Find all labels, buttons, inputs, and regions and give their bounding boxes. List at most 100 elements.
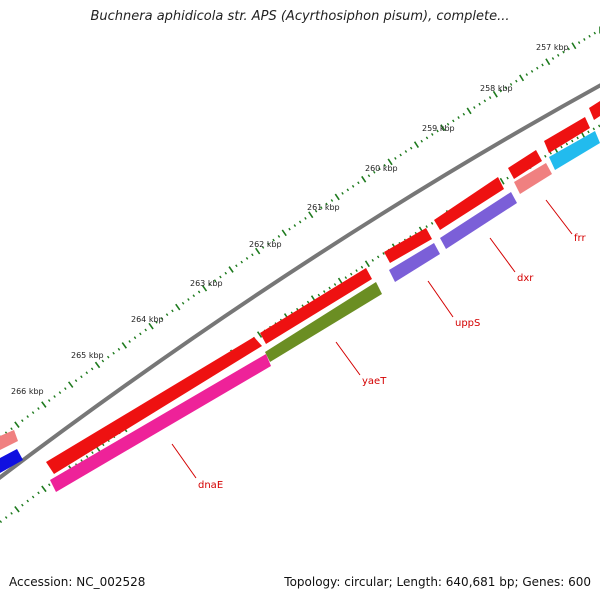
gene-arrow-forward[interactable] [544, 117, 590, 153]
gene-blue-bar[interactable] [0, 449, 23, 473]
gene-uppS-bar[interactable] [389, 243, 440, 282]
scale-tick [420, 139, 423, 143]
scale-tick [197, 290, 201, 294]
scale-tick [394, 157, 397, 160]
scale-tick [378, 167, 381, 171]
kbp-label: 259 kbp [422, 124, 455, 133]
scale-tick [462, 112, 466, 116]
scale-tick [519, 74, 525, 82]
gene-arrow-forward[interactable] [46, 337, 262, 474]
scale-tick [344, 276, 348, 279]
scale-tick [308, 211, 314, 219]
gene-dnaE-bar[interactable] [50, 354, 271, 492]
gene-arrow-forward[interactable] [508, 150, 542, 179]
scale-tick [457, 116, 460, 119]
scale-tick [121, 342, 128, 349]
scale-tick [293, 224, 297, 227]
scale-tick [556, 53, 560, 57]
scale-tick [192, 294, 196, 298]
gene-labels: frr dxr uppS yaeT dnaE [171, 199, 586, 491]
kbp-label: 257 kbp [536, 43, 569, 52]
scale-tick [10, 512, 13, 515]
scale-tick [567, 47, 570, 51]
leader-line [335, 341, 361, 376]
scale-tick [541, 63, 544, 67]
scale-tick [341, 191, 344, 195]
scale-tick [509, 83, 513, 86]
scale-tick [478, 102, 481, 106]
scale-tick [376, 255, 380, 259]
scale-tick [473, 106, 476, 109]
scale-tick [588, 34, 591, 38]
gene-arrow-forward[interactable] [0, 430, 18, 450]
scale-tick [4, 516, 8, 519]
scale-tick [367, 174, 371, 178]
scale-tick [41, 485, 47, 493]
gene-arrow-forward[interactable] [589, 101, 600, 120]
scale-tick [101, 443, 105, 447]
scale-tick [333, 283, 337, 286]
scale-tick [483, 99, 487, 103]
scale-tick [261, 245, 265, 249]
scale-tick [383, 163, 387, 167]
scale-tick [240, 260, 243, 264]
kbp-label: 265 kbp [71, 351, 104, 360]
scale-tick [26, 415, 29, 418]
scale-tick [506, 176, 509, 180]
scale-tick [382, 252, 385, 255]
scale-tick [267, 242, 270, 246]
kbp-label: 264 kbp [131, 315, 164, 324]
scale-tick [139, 332, 142, 336]
scale-tick [298, 220, 302, 224]
scale-tick [571, 139, 574, 143]
scale-tick [466, 107, 472, 115]
scale-tick [175, 303, 181, 311]
gene-arrow-forward[interactable] [434, 177, 504, 230]
scale-tick [187, 298, 190, 301]
scale-tick [85, 371, 89, 375]
scale-tick [446, 122, 450, 126]
leader-line [545, 199, 573, 235]
gene-cyan-bar[interactable] [549, 131, 600, 170]
scale-tick [314, 209, 318, 213]
scale-tick [37, 491, 40, 495]
leader-line [489, 237, 516, 273]
scale-tick [21, 419, 24, 423]
gene-label-yaeT: yaeT [362, 376, 387, 387]
scale-tick [562, 50, 565, 54]
scale-tick [277, 235, 281, 238]
scale-tick [565, 142, 569, 146]
scale-tick [91, 451, 94, 454]
scale-tick [144, 328, 147, 332]
scale-tick [452, 119, 455, 123]
scale-tick [165, 313, 169, 317]
scale-tick [499, 89, 502, 93]
scale-tick [317, 293, 321, 297]
gene-arrow-forward[interactable] [260, 268, 372, 344]
scale-tick [48, 483, 51, 487]
gene-frr-bar[interactable] [514, 163, 552, 194]
scale-tick [288, 227, 291, 231]
genome-backbone [0, 83, 600, 480]
scale-tick [148, 322, 154, 330]
gene-yaeT-bar[interactable] [265, 282, 382, 362]
scale-tick [67, 381, 74, 388]
scale-tick [10, 427, 13, 431]
gene-dxr-bar[interactable] [440, 192, 517, 249]
kbp-label: 262 kbp [249, 240, 282, 249]
scale-tick [325, 202, 328, 206]
kbp-label: 258 kbp [480, 84, 513, 93]
scale-tick [228, 266, 234, 273]
scale-tick [256, 331, 263, 338]
scale-tick [90, 367, 94, 371]
scale-tick [208, 283, 212, 286]
kbp-scale-labels: 257 kbp 258 kbp 259 kbp 260 kbp 261 kbp … [11, 43, 569, 396]
genome-stats-text: Topology: circular; Length: 640,681 bp; … [284, 575, 591, 589]
scale-tick [31, 411, 35, 414]
scale-tick [94, 361, 101, 369]
scale-tick [106, 355, 110, 359]
scale-tick [440, 124, 446, 132]
kbp-label: 261 kbp [307, 203, 340, 212]
gene-arrow-forward[interactable] [384, 228, 432, 263]
